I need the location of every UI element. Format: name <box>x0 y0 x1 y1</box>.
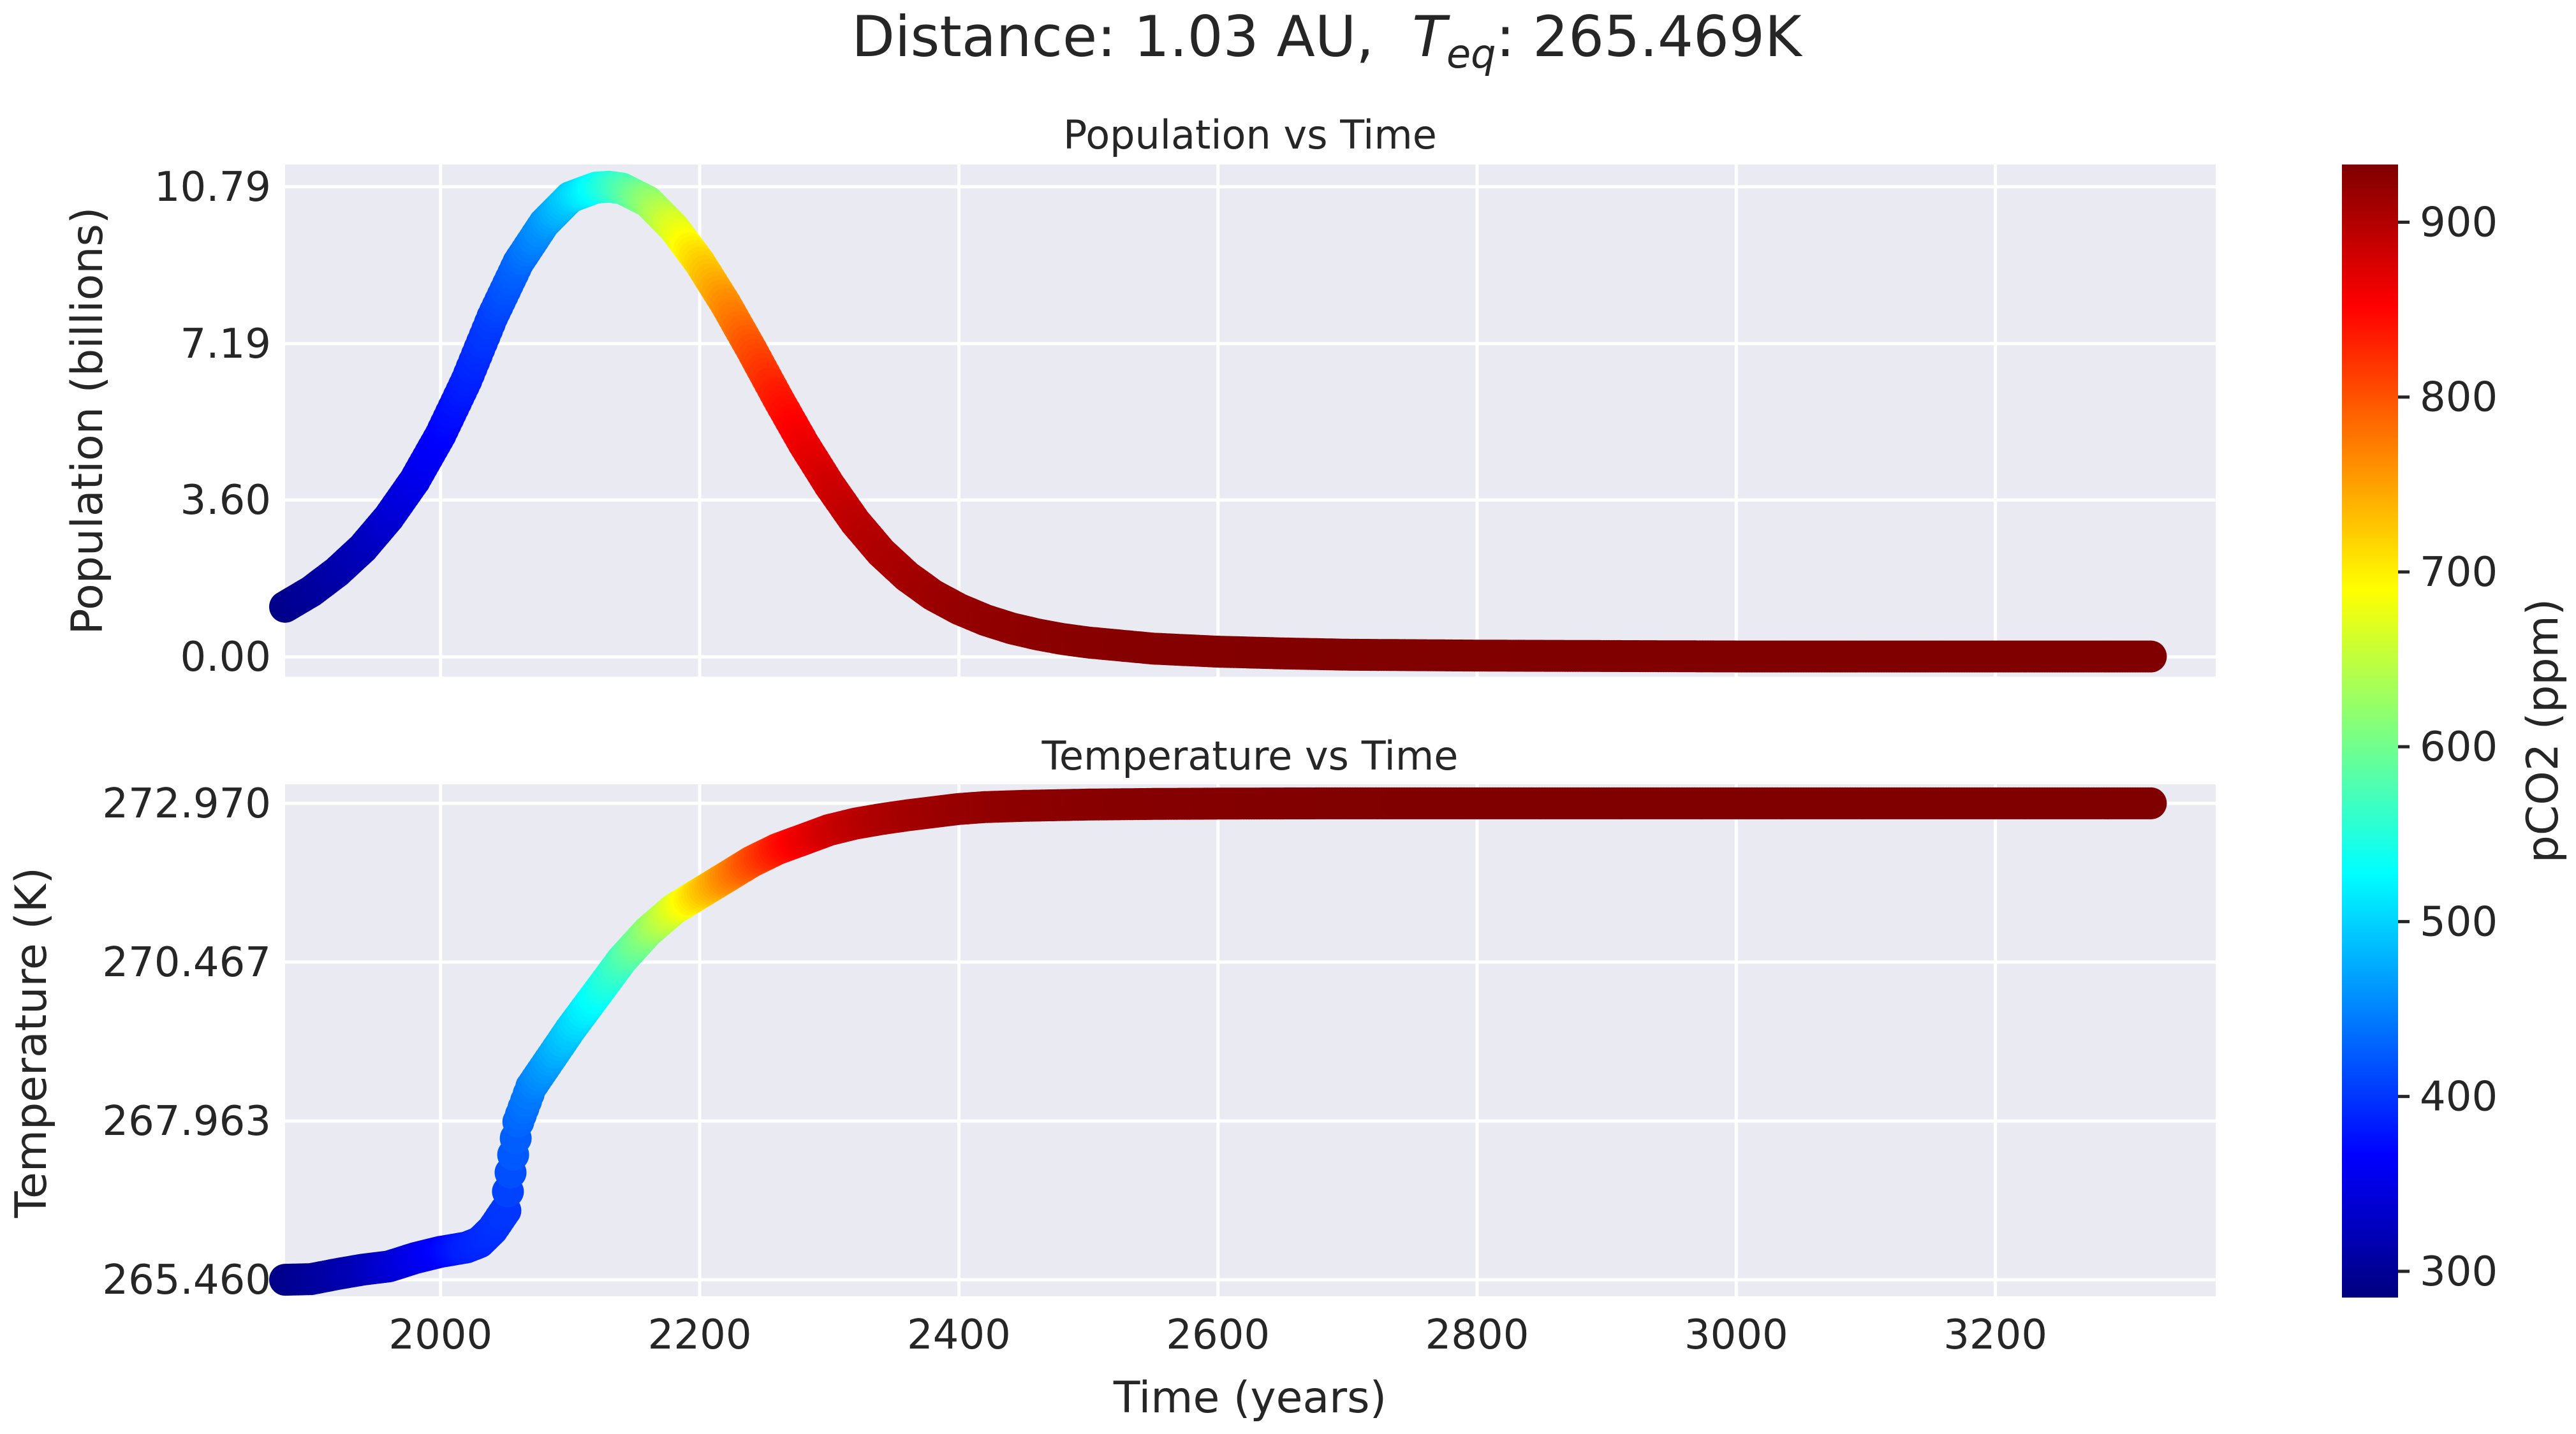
colorbar-tick-label: 800 <box>2420 374 2498 421</box>
population-title: Population vs Time <box>1063 112 1437 158</box>
population-plot-area <box>285 165 2216 677</box>
colorbar-tick-label: 400 <box>2420 1074 2498 1121</box>
y-tick-label: 3.60 <box>180 477 272 524</box>
data-point <box>2135 640 2167 673</box>
x-tick-label: 2600 <box>1166 1312 1270 1359</box>
y-tick-label: 0.00 <box>180 634 272 681</box>
data-point <box>2135 787 2167 819</box>
temperature-title: Temperature vs Time <box>1041 733 1459 779</box>
x-axis-label: Time (years) <box>1113 1373 1387 1423</box>
colorbar-tick-label: 500 <box>2420 898 2498 946</box>
colorbar-tick-label: 300 <box>2420 1248 2498 1296</box>
teq-value: : 265.469K <box>1496 4 1803 70</box>
y-tick-label: 7.19 <box>180 321 272 368</box>
population-panel: Population vs Time Population (billions)… <box>63 112 2216 681</box>
temperature-y-axis-label: Temperature (K) <box>6 867 57 1218</box>
population-points <box>269 170 2167 673</box>
teq-subscript: eq <box>1446 31 1496 77</box>
figure-title: Distance: 1.03 AU, Teq: 265.469K <box>851 4 1803 77</box>
y-tick-label: 267.963 <box>102 1098 271 1145</box>
temperature-x-ticks: 2000 2200 2400 2600 2800 3000 3200 <box>388 1312 2047 1359</box>
x-tick-label: 3200 <box>1943 1312 2047 1359</box>
y-tick-label: 10.79 <box>154 164 271 211</box>
x-tick-label: 2200 <box>648 1312 752 1359</box>
x-tick-label: 3000 <box>1684 1312 1788 1359</box>
y-tick-label: 265.460 <box>102 1257 271 1304</box>
colorbar-ticks: 300 400 500 600 700 800 900 <box>2398 199 2498 1296</box>
colorbar-tick-label: 600 <box>2420 724 2498 771</box>
colorbar: 300 400 500 600 700 800 900 pCO2 (ppm) <box>2342 165 2568 1298</box>
population-y-axis-label: Population (billions) <box>63 207 113 635</box>
temperature-plot-area <box>285 784 2216 1296</box>
temperature-y-ticks: 265.460 267.963 270.467 272.970 <box>102 780 271 1304</box>
colorbar-gradient <box>2342 165 2398 1298</box>
x-tick-label: 2400 <box>907 1312 1011 1359</box>
teq-symbol: T <box>1412 4 1450 70</box>
population-y-ticks: 0.00 3.60 7.19 10.79 <box>154 164 271 681</box>
colorbar-label: pCO2 (ppm) <box>2518 599 2568 863</box>
colorbar-tick-label: 700 <box>2420 549 2498 596</box>
y-tick-label: 272.970 <box>102 780 271 828</box>
temperature-panel: Temperature vs Time Temperature (K) 265.… <box>6 733 2216 1423</box>
x-tick-label: 2800 <box>1425 1312 1529 1359</box>
title-prefix: Distance: 1.03 AU, <box>851 4 1374 70</box>
y-tick-label: 270.467 <box>102 939 271 986</box>
temperature-points <box>269 787 2167 1296</box>
x-tick-label: 2000 <box>388 1312 492 1359</box>
colorbar-tick-label: 900 <box>2420 199 2498 246</box>
